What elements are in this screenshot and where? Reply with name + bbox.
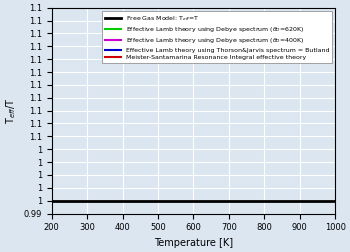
Free Gas Model: T$_{eff}$=T: (981, 1): T$_{eff}$=T: (981, 1) — [327, 199, 331, 202]
Free Gas Model: T$_{eff}$=T: (676, 1): T$_{eff}$=T: (676, 1) — [218, 199, 223, 202]
Legend: Free Gas Model: T$_{eff}$=T, Effective Lamb theory using Debye spectrum ($\theta: Free Gas Model: T$_{eff}$=T, Effective L… — [102, 11, 332, 64]
Free Gas Model: T$_{eff}$=T: (200, 1): T$_{eff}$=T: (200, 1) — [49, 199, 54, 202]
X-axis label: Temperature [K]: Temperature [K] — [154, 238, 233, 248]
Y-axis label: T$_{eff}$/T: T$_{eff}$/T — [4, 97, 18, 124]
Free Gas Model: T$_{eff}$=T: (633, 1): T$_{eff}$=T: (633, 1) — [203, 199, 207, 202]
Free Gas Model: T$_{eff}$=T: (856, 1): T$_{eff}$=T: (856, 1) — [282, 199, 286, 202]
Free Gas Model: T$_{eff}$=T: (585, 1): T$_{eff}$=T: (585, 1) — [186, 199, 190, 202]
Free Gas Model: T$_{eff}$=T: (580, 1): T$_{eff}$=T: (580, 1) — [184, 199, 188, 202]
Free Gas Model: T$_{eff}$=T: (1e+03, 1): T$_{eff}$=T: (1e+03, 1) — [333, 199, 337, 202]
